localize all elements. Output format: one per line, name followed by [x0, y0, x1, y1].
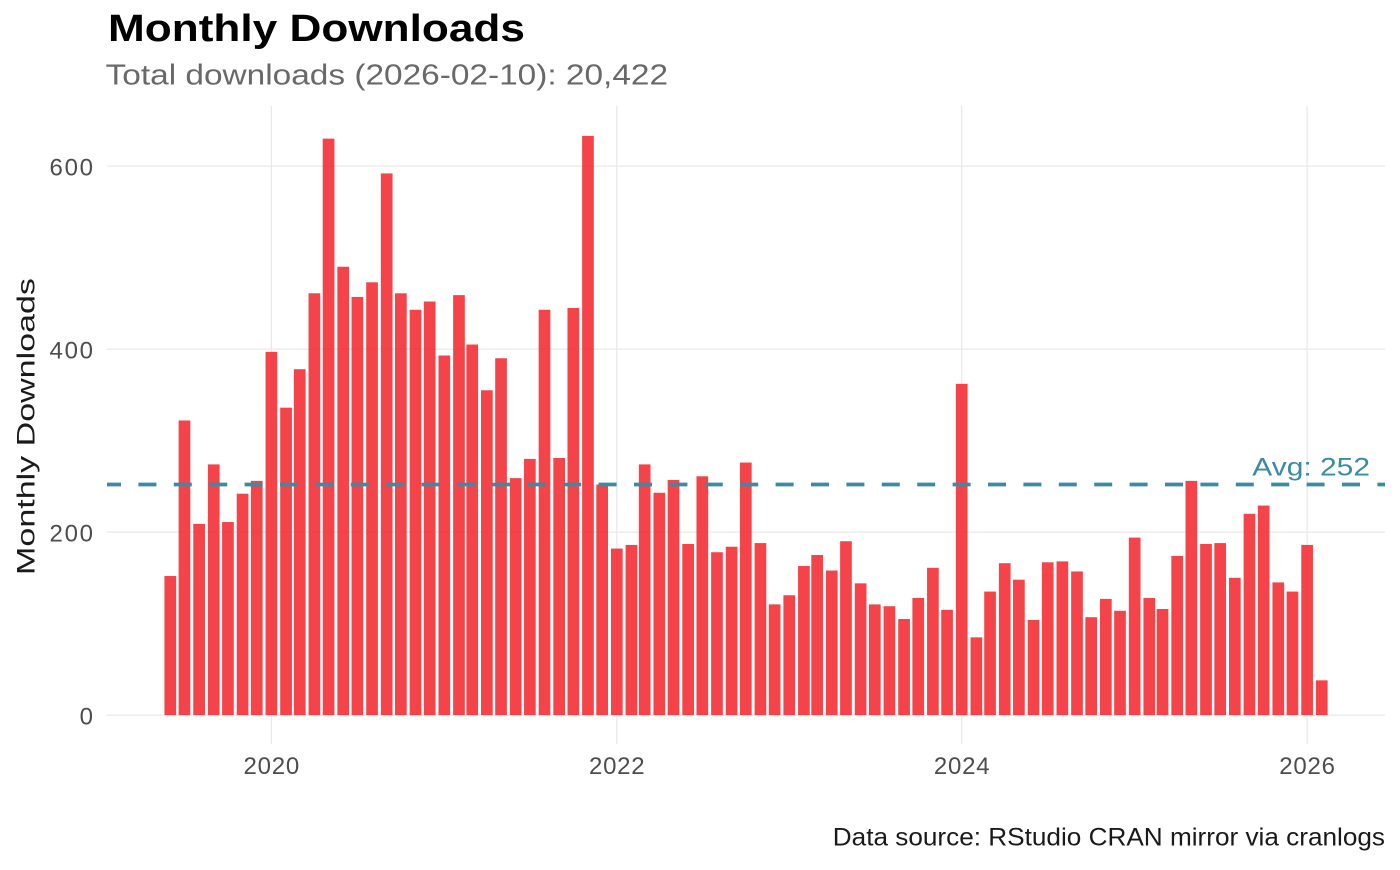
svg-text:0: 0 [80, 704, 93, 731]
svg-text:2022: 2022 [589, 753, 645, 780]
svg-text:2026: 2026 [1279, 753, 1335, 780]
svg-text:2020: 2020 [244, 753, 300, 780]
svg-text:2024: 2024 [934, 753, 990, 780]
svg-text:600: 600 [50, 155, 94, 182]
svg-text:Avg: 252: Avg: 252 [1252, 452, 1370, 480]
svg-text:200: 200 [50, 521, 94, 548]
svg-text:400: 400 [50, 338, 94, 365]
svg-text:Data source: RStudio CRAN mirr: Data source: RStudio CRAN mirror via cra… [833, 824, 1385, 851]
svg-text:Monthly Downloads: Monthly Downloads [108, 7, 525, 49]
svg-text:Monthly Downloads: Monthly Downloads [12, 278, 40, 575]
svg-text:Total downloads (2026-02-10):: Total downloads (2026-02-10): 20,422 [106, 58, 668, 90]
